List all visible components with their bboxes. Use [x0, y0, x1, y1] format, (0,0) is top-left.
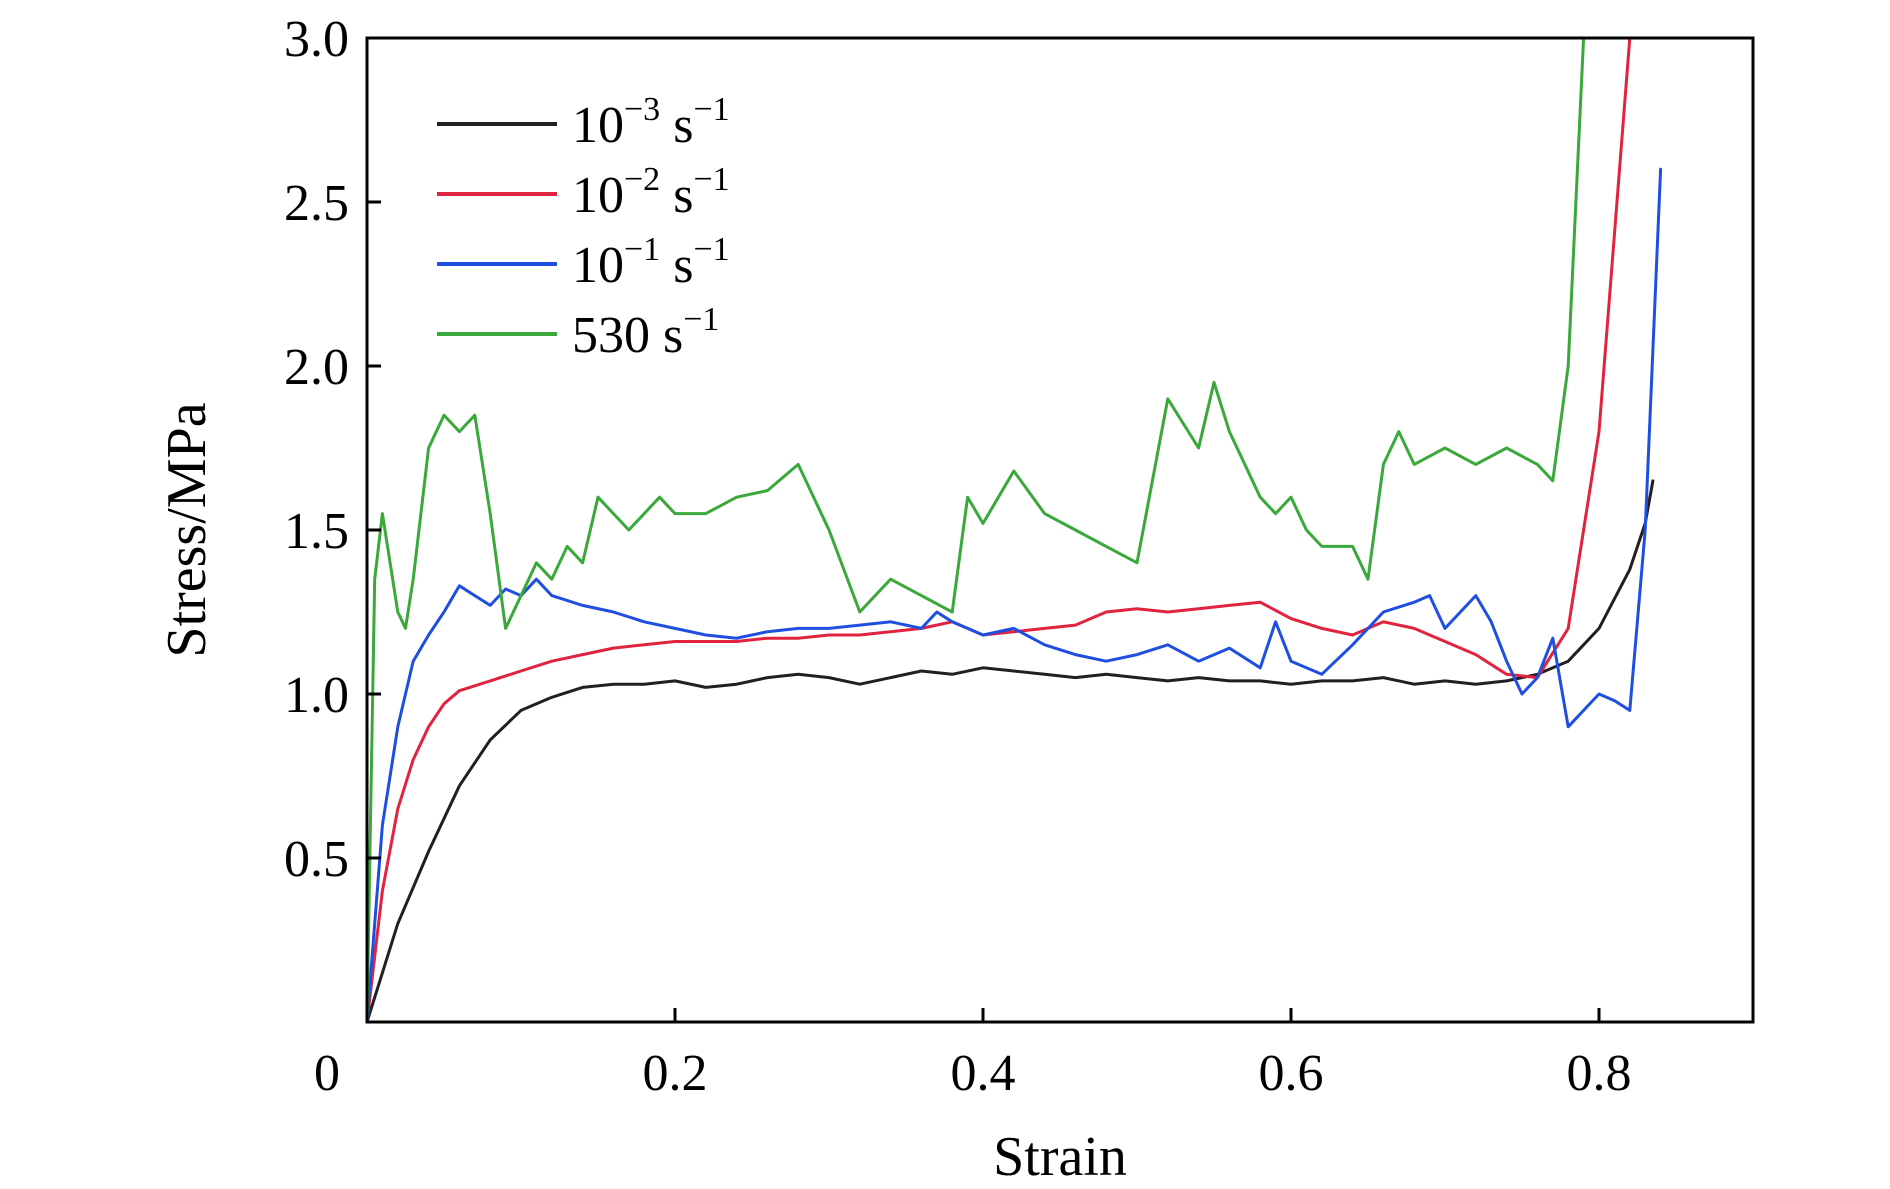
x-tick-label-0: 0: [314, 1045, 340, 1102]
x-axis-label: Strain: [993, 1126, 1127, 1188]
y-tick-label-2: 1.5: [284, 503, 349, 560]
x-axis-ticks: 0 0.2 0.4 0.6 0.8: [314, 1008, 1632, 1102]
series-line-1: [367, 38, 1632, 1022]
x-tick-label-3: 0.6: [1259, 1045, 1324, 1102]
y-axis-ticks: 0.5 1.0 1.5 2.0 2.5 3.0: [284, 11, 381, 888]
y-tick-label-5: 3.0: [284, 11, 349, 68]
series-line-3: [367, 38, 1586, 1022]
legend-label-1: 10−2 s−1: [572, 161, 730, 224]
y-tick-label-3: 2.0: [284, 339, 349, 396]
y-axis-label: Stress/MPa: [156, 402, 218, 657]
x-tick-label-2: 0.4: [951, 1045, 1016, 1102]
x-tick-label-1: 0.2: [643, 1045, 708, 1102]
legend-label-3: 530 s−1: [572, 301, 719, 364]
series-line-2: [367, 167, 1663, 1022]
y-tick-label-4: 2.5: [284, 175, 349, 232]
y-tick-label-0: 0.5: [284, 831, 349, 888]
y-tick-label-1: 1.0: [284, 667, 349, 724]
legend-label-2: 10−1 s−1: [572, 231, 730, 294]
legend: 10−3 s−1 10−2 s−1 10−1 s−1 530 s−1: [437, 91, 730, 364]
series-line-0: [367, 479, 1655, 1022]
x-tick-label-4: 0.8: [1567, 1045, 1632, 1102]
legend-label-0: 10−3 s−1: [572, 91, 730, 154]
series-layer: [367, 38, 1663, 1022]
